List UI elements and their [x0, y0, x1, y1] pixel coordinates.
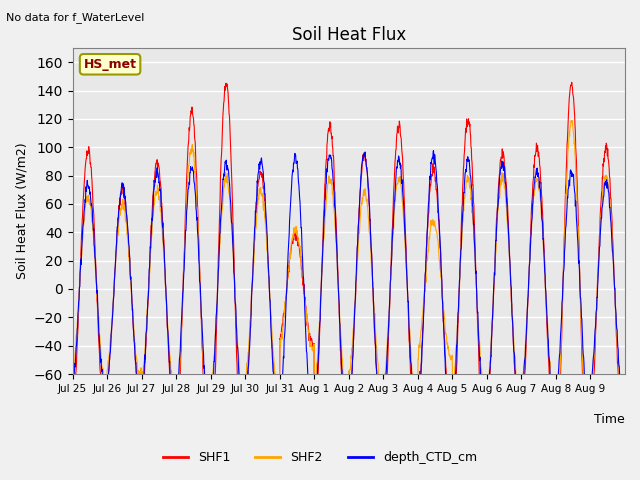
Text: HS_met: HS_met: [84, 58, 136, 71]
depth_CTD_cm: [561, 248, 568, 254]
depth_CTD_cm: [68, 383, 76, 388]
SHF1: [621, 421, 629, 427]
SHF1: [324, 130, 332, 135]
depth_CTD_cm: [480, 407, 488, 413]
Title: Soil Heat Flux: Soil Heat Flux: [292, 25, 406, 44]
SHF2: [155, 197, 163, 203]
SHF1: [614, 376, 622, 382]
SHF2: [585, 455, 593, 461]
SHF1: [68, 417, 76, 422]
SHF2: [68, 374, 76, 380]
depth_CTD_cm: [324, 159, 332, 165]
depth_CTD_cm: [621, 386, 629, 392]
X-axis label: Time: Time: [595, 413, 625, 426]
SHF1: [561, 237, 568, 243]
Legend: SHF1, SHF2, depth_CTD_cm: SHF1, SHF2, depth_CTD_cm: [158, 446, 482, 469]
SHF2: [568, 118, 576, 123]
SHF1: [568, 79, 575, 85]
SHF2: [479, 387, 486, 393]
Line: SHF1: SHF1: [72, 82, 625, 480]
depth_CTD_cm: [447, 429, 454, 435]
depth_CTD_cm: [614, 358, 622, 363]
SHF1: [479, 444, 487, 450]
SHF1: [155, 164, 163, 170]
depth_CTD_cm: [334, 281, 342, 287]
depth_CTD_cm: [155, 180, 163, 185]
SHF2: [560, 255, 568, 261]
Text: No data for f_WaterLevel: No data for f_WaterLevel: [6, 12, 145, 23]
SHF1: [335, 289, 342, 295]
SHF2: [334, 280, 342, 286]
depth_CTD_cm: [429, 148, 437, 154]
Line: depth_CTD_cm: depth_CTD_cm: [72, 151, 625, 432]
Y-axis label: Soil Heat Flux (W/m2): Soil Heat Flux (W/m2): [15, 143, 28, 279]
SHF2: [614, 357, 622, 363]
SHF2: [324, 181, 332, 187]
Line: SHF2: SHF2: [72, 120, 625, 458]
SHF2: [621, 395, 629, 401]
